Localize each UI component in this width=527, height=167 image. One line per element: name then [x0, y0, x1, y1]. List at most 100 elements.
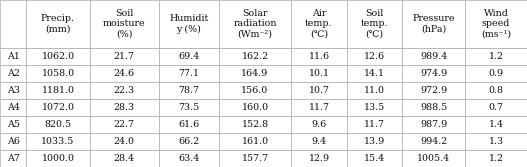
Text: 11.0: 11.0 — [364, 86, 385, 95]
Text: 13.9: 13.9 — [364, 137, 385, 146]
Bar — [159, 48, 219, 65]
Bar — [159, 116, 219, 133]
Text: 9.6: 9.6 — [311, 120, 327, 129]
Bar — [465, 150, 527, 167]
Text: 12.9: 12.9 — [308, 154, 329, 163]
Bar — [26, 0, 90, 48]
Text: 14.1: 14.1 — [364, 69, 385, 78]
Bar — [159, 0, 219, 48]
Text: 12.6: 12.6 — [364, 52, 385, 61]
Text: A3: A3 — [7, 86, 19, 95]
Bar — [219, 48, 291, 65]
Bar — [219, 0, 291, 48]
Text: 22.3: 22.3 — [114, 86, 135, 95]
Bar — [90, 48, 159, 65]
Text: 1.4: 1.4 — [489, 120, 504, 129]
Text: 15.4: 15.4 — [364, 154, 385, 163]
Text: 11.6: 11.6 — [308, 52, 329, 61]
Text: 24.6: 24.6 — [114, 69, 135, 78]
Bar — [26, 48, 90, 65]
Bar — [291, 0, 347, 48]
Bar — [159, 99, 219, 116]
Bar — [90, 150, 159, 167]
Text: 21.7: 21.7 — [114, 52, 135, 61]
Bar — [26, 150, 90, 167]
Text: 164.9: 164.9 — [241, 69, 269, 78]
Text: 13.5: 13.5 — [364, 103, 385, 112]
Text: 63.4: 63.4 — [178, 154, 199, 163]
Bar — [219, 82, 291, 99]
Text: 0.8: 0.8 — [489, 86, 504, 95]
Text: 162.2: 162.2 — [241, 52, 269, 61]
Text: 989.4: 989.4 — [420, 52, 447, 61]
Text: 994.2: 994.2 — [420, 137, 447, 146]
Bar — [347, 133, 402, 150]
Bar — [0, 133, 26, 150]
Bar — [0, 48, 26, 65]
Bar — [465, 82, 527, 99]
Bar — [26, 99, 90, 116]
Bar — [0, 99, 26, 116]
Bar — [347, 48, 402, 65]
Bar — [159, 150, 219, 167]
Bar — [465, 99, 527, 116]
Bar — [347, 116, 402, 133]
Text: A6: A6 — [7, 137, 19, 146]
Text: 28.3: 28.3 — [114, 103, 135, 112]
Bar — [347, 65, 402, 82]
Text: Wind
speed
(ms⁻¹): Wind speed (ms⁻¹) — [481, 9, 511, 39]
Bar — [291, 116, 347, 133]
Bar — [291, 133, 347, 150]
Bar — [0, 0, 26, 48]
Bar — [291, 48, 347, 65]
Text: 1058.0: 1058.0 — [42, 69, 74, 78]
Bar — [90, 99, 159, 116]
Text: 1.2: 1.2 — [489, 154, 504, 163]
Text: 61.6: 61.6 — [178, 120, 199, 129]
Bar — [347, 82, 402, 99]
Bar — [159, 133, 219, 150]
Bar — [90, 65, 159, 82]
Bar — [402, 65, 465, 82]
Text: Soil
temp.
(℃): Soil temp. (℃) — [360, 9, 388, 39]
Text: A7: A7 — [7, 154, 19, 163]
Text: Solar
radiation
(Wm⁻²): Solar radiation (Wm⁻²) — [233, 9, 277, 39]
Text: A4: A4 — [7, 103, 19, 112]
Bar — [0, 82, 26, 99]
Text: 66.2: 66.2 — [178, 137, 199, 146]
Text: 820.5: 820.5 — [44, 120, 72, 129]
Bar — [465, 65, 527, 82]
Bar — [219, 65, 291, 82]
Bar — [291, 150, 347, 167]
Text: 11.7: 11.7 — [308, 103, 329, 112]
Bar — [402, 99, 465, 116]
Bar — [90, 133, 159, 150]
Text: 22.7: 22.7 — [114, 120, 135, 129]
Text: A1: A1 — [7, 52, 19, 61]
Text: 10.1: 10.1 — [308, 69, 329, 78]
Text: Precip.
(mm): Precip. (mm) — [41, 14, 75, 34]
Text: Air
temp.
(℃): Air temp. (℃) — [305, 9, 333, 39]
Bar — [26, 116, 90, 133]
Bar — [465, 48, 527, 65]
Text: 156.0: 156.0 — [241, 86, 269, 95]
Bar — [465, 0, 527, 48]
Bar — [219, 150, 291, 167]
Text: 1062.0: 1062.0 — [42, 52, 74, 61]
Bar — [219, 133, 291, 150]
Text: 1033.5: 1033.5 — [41, 137, 75, 146]
Bar — [465, 116, 527, 133]
Text: 1000.0: 1000.0 — [42, 154, 74, 163]
Text: 69.4: 69.4 — [178, 52, 199, 61]
Bar — [402, 133, 465, 150]
Bar — [402, 48, 465, 65]
Text: 1.2: 1.2 — [489, 52, 504, 61]
Text: 160.0: 160.0 — [241, 103, 269, 112]
Text: 152.8: 152.8 — [241, 120, 269, 129]
Text: 1.3: 1.3 — [489, 137, 504, 146]
Bar — [347, 150, 402, 167]
Text: 1072.0: 1072.0 — [42, 103, 74, 112]
Text: 77.1: 77.1 — [178, 69, 199, 78]
Bar — [219, 116, 291, 133]
Bar — [90, 0, 159, 48]
